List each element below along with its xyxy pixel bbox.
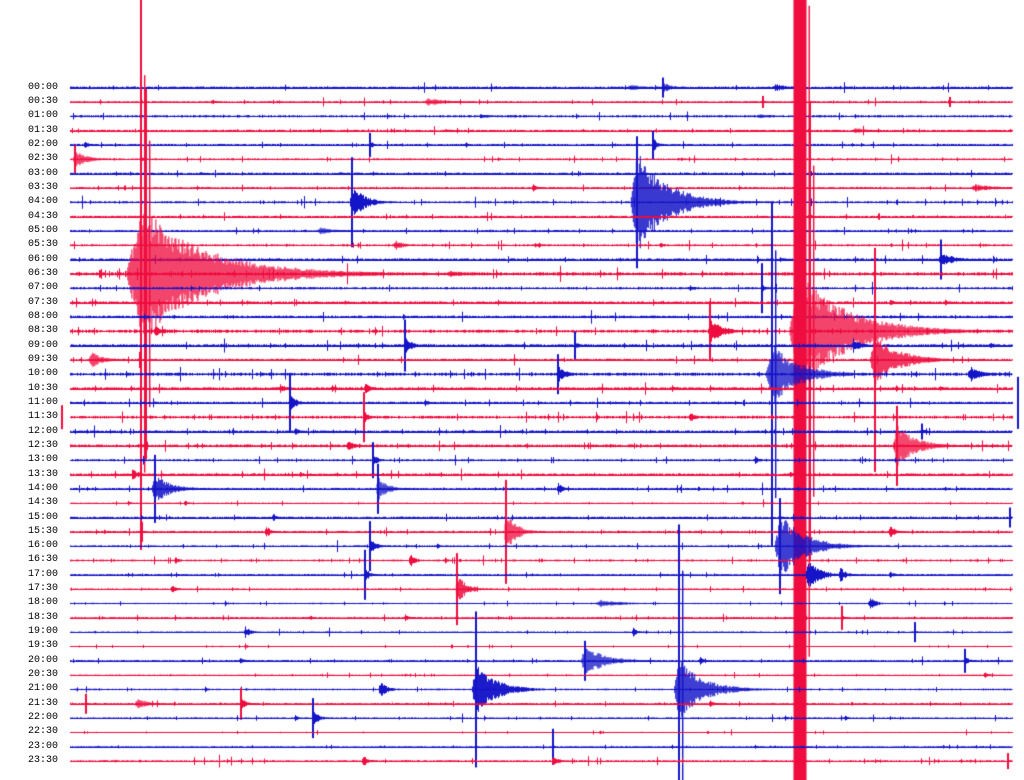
row-time-label: 00:00 [27, 81, 58, 93]
row-time-label: 21:00 [27, 683, 58, 695]
row-time-label: 10:30 [27, 382, 58, 394]
row-time-label: 17:30 [27, 583, 58, 595]
row-time-label: 18:30 [27, 611, 58, 623]
row-time-label: 04:30 [27, 210, 58, 222]
row-time-label: 15:30 [27, 525, 58, 537]
row-time-label: 09:00 [27, 339, 58, 351]
row-time-label: 08:00 [27, 310, 58, 322]
row-time-label: 15:00 [27, 511, 58, 523]
row-time-label: 04:00 [27, 196, 58, 208]
row-time-label: 03:30 [27, 181, 58, 193]
row-time-label: 06:00 [27, 253, 58, 265]
row-time-label: 12:30 [27, 439, 58, 451]
row-time-label: 05:30 [27, 239, 58, 251]
row-time-label: 20:00 [27, 654, 58, 666]
row-time-label: 01:00 [27, 110, 58, 122]
row-time-label: 16:00 [27, 540, 58, 552]
row-time-label: 23:00 [27, 740, 58, 752]
row-time-label: 14:00 [27, 482, 58, 494]
row-time-label: 02:00 [27, 138, 58, 150]
row-time-label: 02:30 [27, 153, 58, 165]
row-time-label: 19:00 [27, 626, 58, 638]
row-time-label: 10:00 [27, 368, 58, 380]
row-time-label: 05:00 [27, 224, 58, 236]
row-time-label: 06:30 [27, 267, 58, 279]
row-time-label: 00:30 [27, 95, 58, 107]
row-time-label: 01:30 [27, 124, 58, 136]
row-time-label: 22:30 [27, 726, 58, 738]
row-time-label: 14:30 [27, 497, 58, 509]
row-time-label: 19:30 [27, 640, 58, 652]
row-time-label: 07:00 [27, 282, 58, 294]
row-time-label: 18:00 [27, 597, 58, 609]
row-time-label: 11:30 [27, 411, 58, 423]
row-time-label: 21:30 [27, 697, 58, 709]
row-time-label: 09:30 [27, 353, 58, 365]
row-time-label: 13:00 [27, 454, 58, 466]
row-time-label: 20:30 [27, 669, 58, 681]
row-time-label: 07:30 [27, 296, 58, 308]
row-time-label: 16:30 [27, 554, 58, 566]
row-time-label: 23:30 [27, 755, 58, 767]
row-time-label: 12:00 [27, 425, 58, 437]
row-time-label: 13:30 [27, 468, 58, 480]
row-time-label: 11:00 [27, 396, 58, 408]
row-time-label: 22:00 [27, 712, 58, 724]
row-time-label: 17:00 [27, 568, 58, 580]
row-time-label: 03:00 [27, 167, 58, 179]
row-time-label: 08:30 [27, 325, 58, 337]
